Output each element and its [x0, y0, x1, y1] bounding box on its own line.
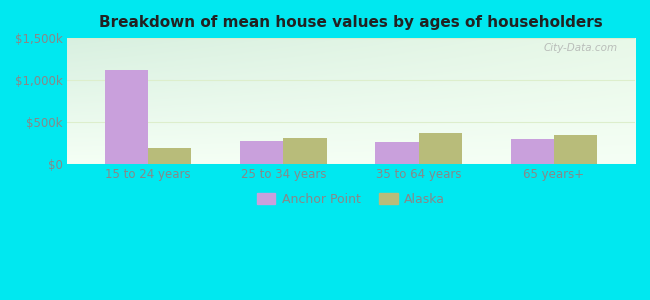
Bar [105, 70, 148, 164]
Bar [240, 141, 283, 164]
Bar [510, 139, 554, 164]
Text: City-Data.com: City-Data.com [544, 43, 618, 53]
Bar [554, 135, 597, 164]
Bar [375, 142, 419, 164]
Bar [419, 133, 462, 164]
Bar [148, 148, 191, 164]
Title: Breakdown of mean house values by ages of householders: Breakdown of mean house values by ages o… [99, 15, 603, 30]
Legend: Anchor Point, Alaska: Anchor Point, Alaska [252, 188, 450, 211]
Bar [283, 138, 326, 164]
